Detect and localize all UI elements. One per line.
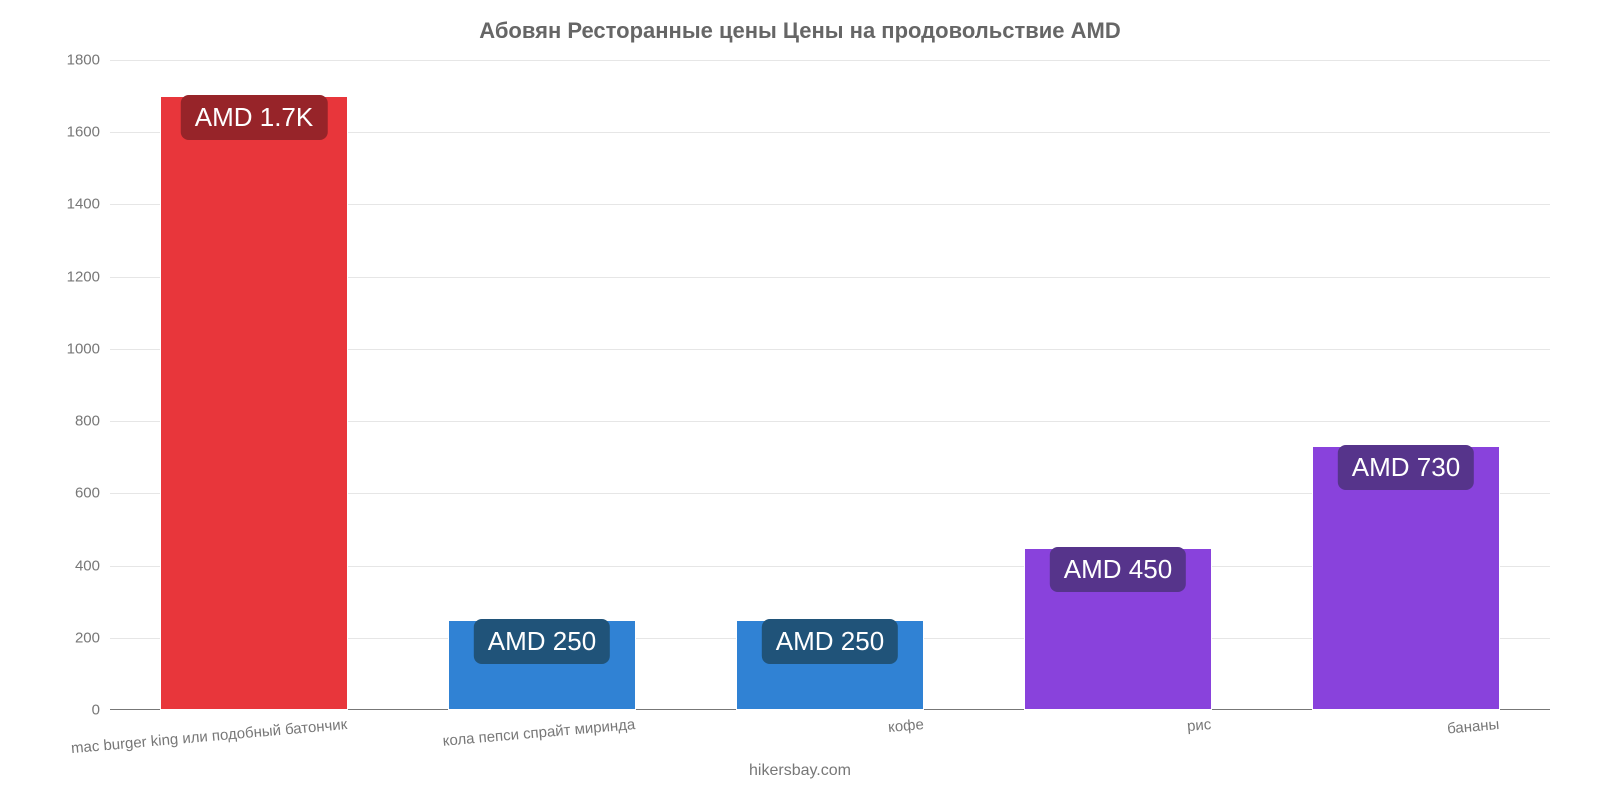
y-tick-label: 200: [75, 629, 110, 646]
x-tick-label: кофе: [887, 716, 924, 736]
bar-value-label: AMD 730: [1338, 445, 1474, 490]
y-tick-label: 1400: [67, 196, 110, 213]
chart-title: Абовян Ресторанные цены Цены на продовол…: [0, 0, 1600, 44]
bar-value-label: AMD 250: [762, 619, 898, 664]
y-tick-label: 400: [75, 557, 110, 574]
y-tick-label: 1600: [67, 124, 110, 141]
chart-container: Абовян Ресторанные цены Цены на продовол…: [0, 0, 1600, 800]
y-tick-label: 1000: [67, 340, 110, 357]
y-tick-label: 0: [92, 702, 110, 719]
y-tick-label: 800: [75, 413, 110, 430]
plot-area: 020040060080010001200140016001800AMD 1.7…: [110, 60, 1550, 710]
y-tick-label: 1200: [67, 268, 110, 285]
y-tick-label: 600: [75, 485, 110, 502]
x-tick-label: mac burger king или подобный батончик: [71, 716, 349, 757]
bar-value-label: AMD 1.7K: [181, 95, 328, 140]
y-tick-label: 1800: [67, 52, 110, 69]
x-tick-label: рис: [1187, 716, 1213, 735]
grid-line: [110, 60, 1550, 61]
bar-value-label: AMD 450: [1050, 547, 1186, 592]
attribution-text: hikersbay.com: [0, 762, 1600, 780]
bar: [160, 96, 347, 710]
x-tick-label: кола пепси спрайт миринда: [442, 716, 636, 750]
x-tick-label: бананы: [1447, 716, 1501, 737]
bar-value-label: AMD 250: [474, 619, 610, 664]
